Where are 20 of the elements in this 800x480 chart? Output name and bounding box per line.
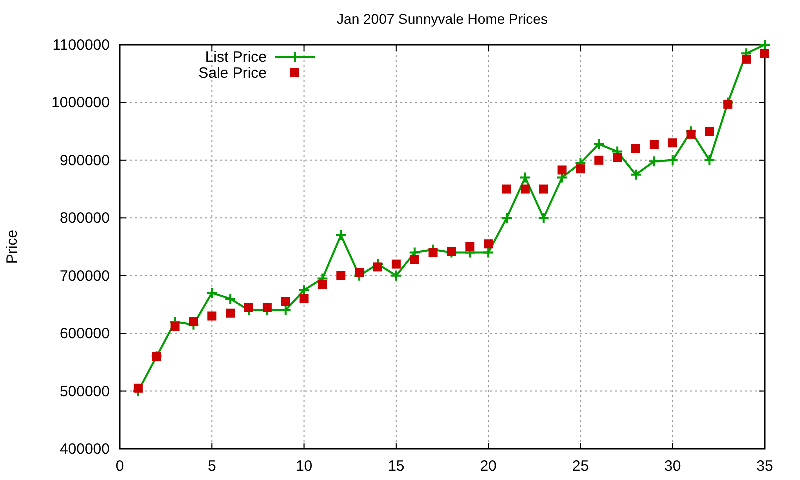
y-tick-label: 800000	[60, 210, 110, 228]
x-tick-label: 0	[116, 458, 124, 475]
x-tick-label: 35	[756, 458, 774, 475]
y-tick-label: 400000	[60, 441, 110, 458]
legend-label: List Price	[205, 49, 267, 66]
chart-title: Jan 2007 Sunnyvale Home Prices	[337, 11, 548, 27]
x-tick-label: 25	[572, 458, 590, 475]
x-tick-label: 10	[296, 458, 313, 475]
y-tick-label: 1000000	[52, 94, 110, 112]
y-axis-title: Price	[4, 230, 21, 264]
legend-label: Sale Price	[198, 65, 267, 82]
x-tick-label: 15	[388, 458, 405, 475]
x-tick-label: 5	[208, 458, 216, 475]
x-tick-label: 30	[664, 458, 682, 475]
y-tick-label: 500000	[60, 383, 110, 400]
x-tick-label: 20	[480, 458, 497, 475]
y-tick-label: 600000	[60, 326, 110, 343]
y-tick-label: 700000	[60, 268, 110, 285]
y-tick-label: 900000	[60, 152, 110, 170]
y-tick-label: 1100000	[52, 37, 110, 54]
